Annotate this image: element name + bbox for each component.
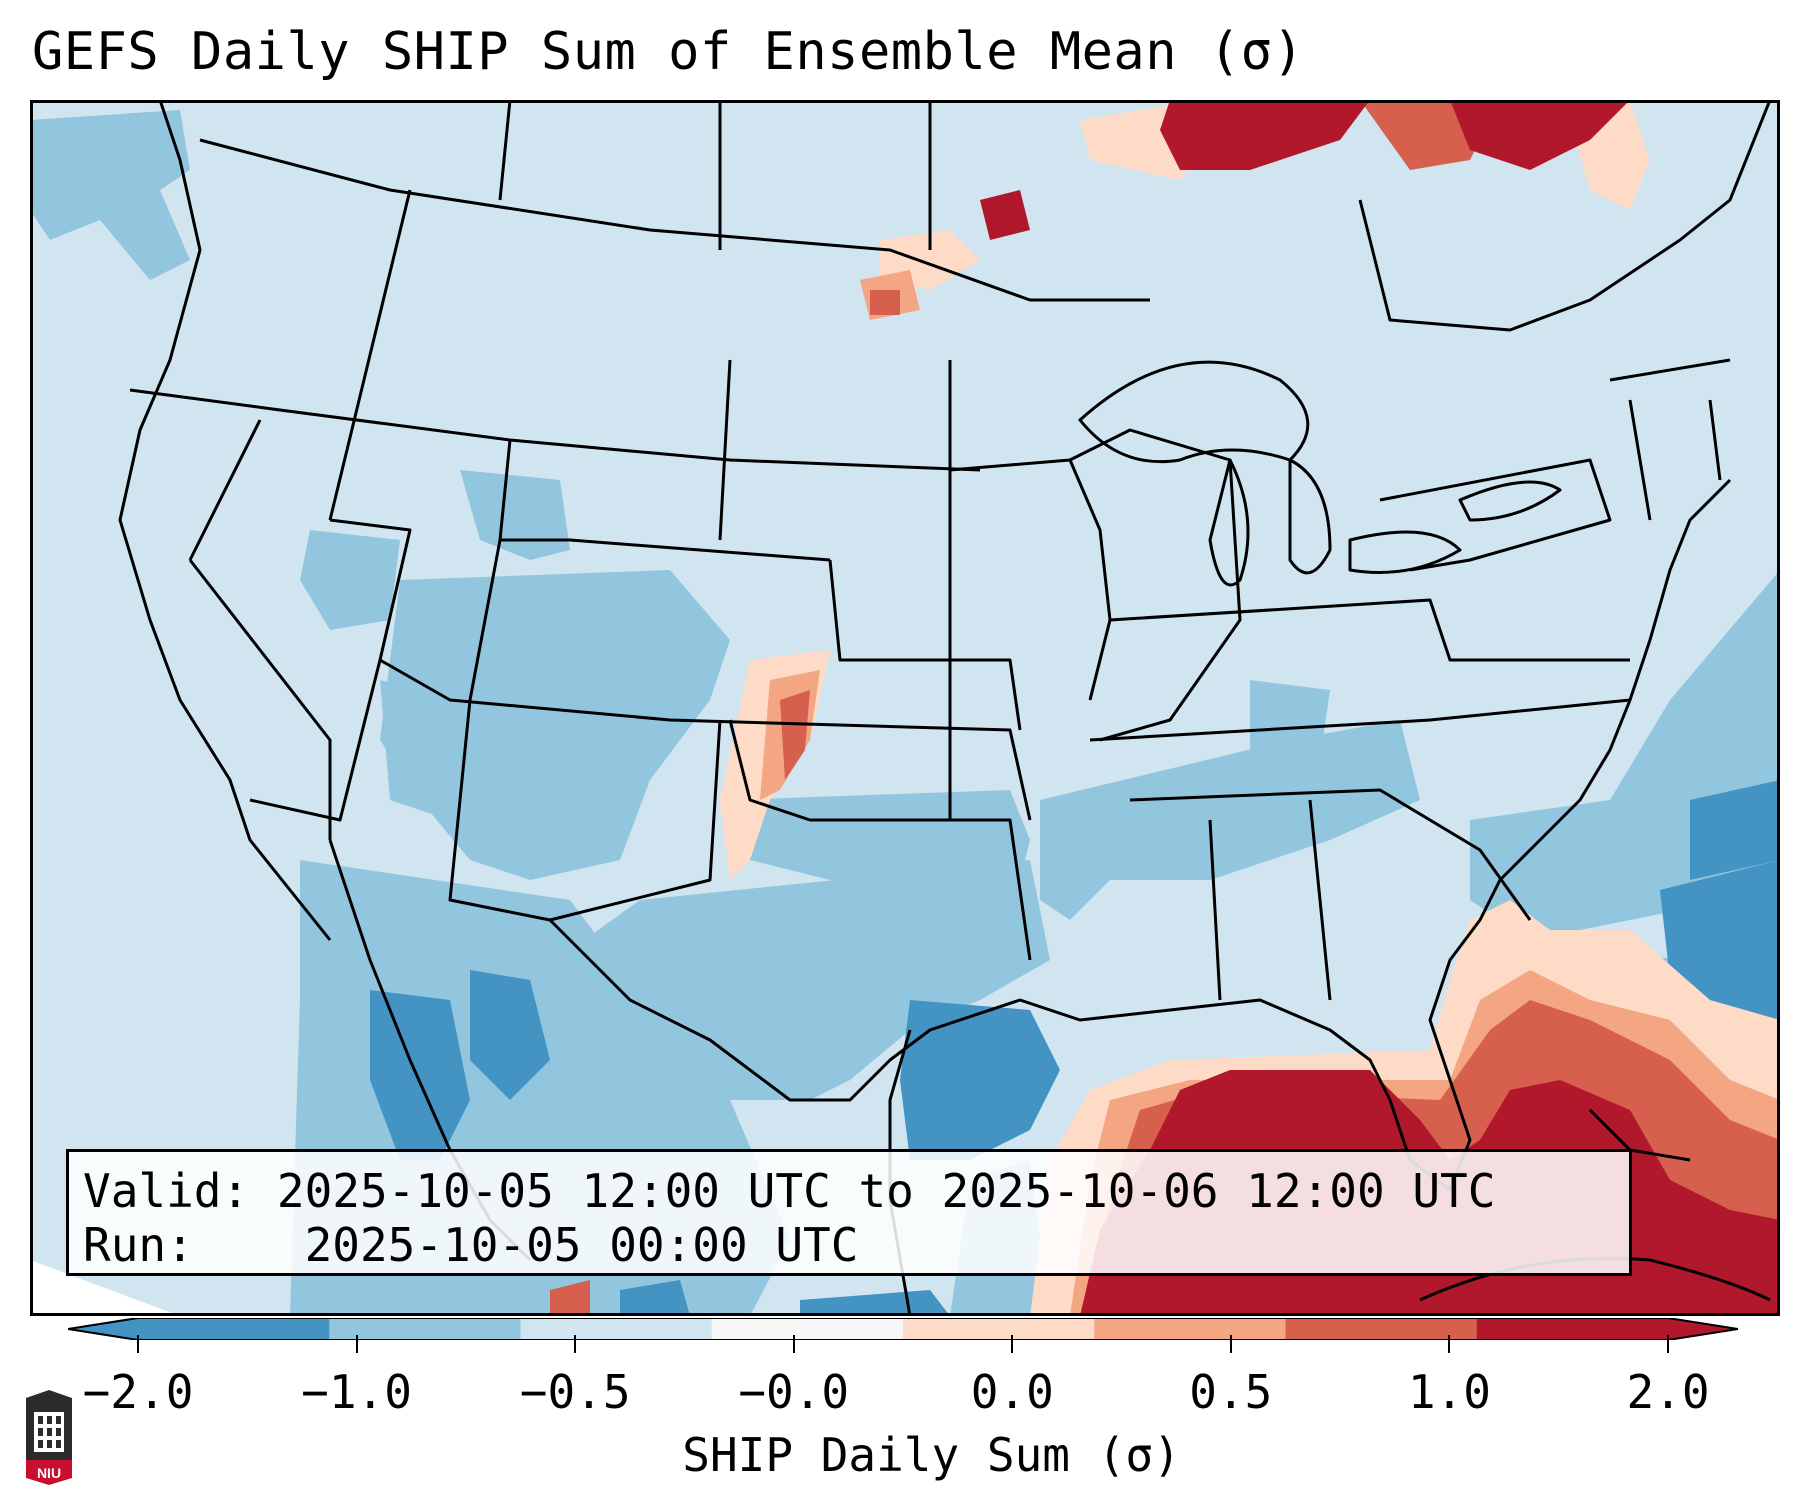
colorbar-tick-label: 1.0 xyxy=(1407,1365,1491,1419)
colorbar-segment xyxy=(903,1318,1095,1340)
chart-title: GEFS Daily SHIP Sum of Ensemble Mean (σ) xyxy=(32,22,1305,82)
run-row: Run: 2025-10-05 00:00 UTC xyxy=(83,1218,1615,1272)
colorbar-tick-mark xyxy=(355,1335,358,1353)
colorbar-tick-label: 0.0 xyxy=(970,1365,1054,1419)
colorbar-tick-label: −1.0 xyxy=(301,1365,412,1419)
valid-label: Valid: xyxy=(83,1164,250,1218)
colorbar-tick-label: −0.0 xyxy=(738,1365,850,1419)
valid-row: Valid: 2025-10-05 12:00 UTC to 2025-10-0… xyxy=(83,1164,1615,1218)
colorbar-segment xyxy=(520,1318,713,1340)
colorbar-segment xyxy=(1285,1318,1478,1340)
colorbar-tick-mark xyxy=(792,1335,795,1353)
colorbar-tick-mark xyxy=(1667,1335,1669,1353)
outside-domain xyxy=(30,1260,180,1316)
colorbar-tick-mark xyxy=(1229,1335,1232,1353)
colorbar-tick-label: −2.0 xyxy=(82,1365,194,1419)
university-seal-icon: NIU xyxy=(26,1390,72,1485)
run-value: 2025-10-05 00:00 UTC xyxy=(304,1218,859,1272)
colorbar-tick-mark xyxy=(137,1335,139,1353)
map-frame xyxy=(30,100,1780,1316)
colorbar xyxy=(68,1318,1738,1340)
colorbar-segment xyxy=(1094,1318,1286,1340)
colorbar-segment xyxy=(329,1318,521,1340)
colorbar-ticks xyxy=(0,1335,1803,1395)
map-panel xyxy=(30,100,1780,1316)
colorbar-tick-label: 0.5 xyxy=(1189,1365,1273,1419)
info-box: Valid: 2025-10-05 12:00 UTC to 2025-10-0… xyxy=(66,1149,1632,1276)
colorbar-segment xyxy=(138,1318,330,1340)
colorbar-tick-mark xyxy=(1448,1335,1451,1353)
run-label: Run: xyxy=(83,1218,194,1272)
colorbar-tick-mark xyxy=(1011,1335,1014,1353)
colorbar-tick-label: −0.5 xyxy=(519,1365,631,1419)
valid-value: 2025-10-05 12:00 UTC to 2025-10-06 12:00… xyxy=(276,1164,1496,1218)
colorbar-tick-label: 2.0 xyxy=(1626,1365,1710,1419)
colorbar-extend-low xyxy=(68,1318,138,1340)
colorbar-label: SHIP Daily Sum (σ) xyxy=(682,1428,1181,1482)
colorbar-segment xyxy=(1476,1318,1669,1340)
colorbar-segment xyxy=(711,1318,904,1340)
colorbar-extend-high xyxy=(1668,1318,1738,1340)
colorbar-tick-mark xyxy=(574,1335,577,1353)
logo-text: NIU xyxy=(37,1465,61,1481)
